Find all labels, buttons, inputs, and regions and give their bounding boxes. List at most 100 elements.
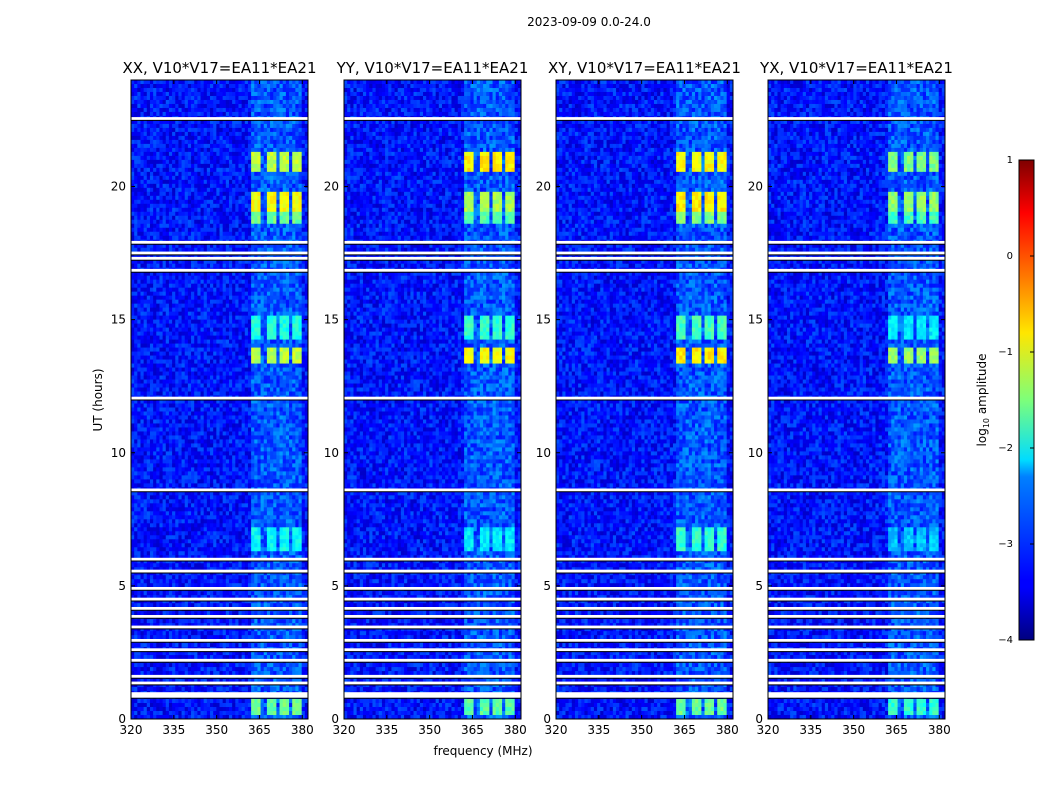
heatmap-cell xyxy=(168,223,173,229)
heatmap-cell xyxy=(273,80,277,85)
heatmap-cell xyxy=(216,287,220,293)
heatmap-cell xyxy=(232,203,236,209)
heatmap-cell xyxy=(159,171,164,177)
heatmap-cell xyxy=(289,135,293,141)
heatmap-cell xyxy=(304,279,309,285)
heatmap-cell xyxy=(194,399,198,404)
heatmap-cell xyxy=(143,303,148,309)
heatmap-cell xyxy=(232,323,236,329)
heatmap-cell xyxy=(285,191,290,197)
heatmap-cell xyxy=(298,431,303,436)
heatmap-cell xyxy=(238,155,243,161)
heatmap-cell xyxy=(213,187,217,193)
heatmap-cell xyxy=(165,311,170,317)
heatmap-cell xyxy=(140,155,145,161)
heatmap-cell xyxy=(200,175,205,181)
heatmap-cell xyxy=(197,199,201,205)
heatmap-cell xyxy=(168,351,173,356)
heatmap-cell xyxy=(206,231,211,237)
heatmap-cell xyxy=(149,95,154,101)
heatmap-cell xyxy=(210,203,214,209)
heatmap-cell xyxy=(247,423,252,428)
heatmap-cell xyxy=(187,243,192,249)
heatmap-cell xyxy=(213,171,217,177)
heatmap-cell xyxy=(266,419,271,424)
heatmap-cell xyxy=(282,327,287,332)
heatmap-cell xyxy=(301,283,306,289)
heatmap-cell xyxy=(194,199,198,205)
heatmap-cell xyxy=(232,171,236,177)
heatmap-cell xyxy=(216,347,220,352)
heatmap-cell xyxy=(298,331,303,336)
heatmap-cell xyxy=(197,195,201,201)
heatmap-cell xyxy=(197,407,201,412)
heatmap-cell xyxy=(181,375,186,380)
heatmap-cell xyxy=(165,91,170,97)
heatmap-cell xyxy=(228,99,233,105)
heatmap-cell xyxy=(266,147,271,153)
heatmap-cell xyxy=(263,299,268,305)
heatmap-cell xyxy=(304,111,309,117)
heatmap-cell xyxy=(292,87,296,93)
heatmap-cell xyxy=(260,263,265,269)
heatmap-cell xyxy=(210,403,214,408)
heatmap-cell xyxy=(206,271,211,277)
heatmap-cell xyxy=(156,275,160,281)
heatmap-cell xyxy=(263,287,268,293)
heatmap-cell xyxy=(149,227,154,233)
heatmap-cell xyxy=(282,127,287,133)
heatmap-cell xyxy=(131,431,135,436)
heatmap-cell xyxy=(244,107,249,113)
heatmap-cell xyxy=(247,383,252,388)
heatmap-cell xyxy=(143,139,148,145)
heatmap-cell xyxy=(241,359,246,364)
heatmap-cell xyxy=(162,179,167,185)
heatmap-cell xyxy=(181,183,186,189)
heatmap-cell xyxy=(301,83,306,89)
heatmap-cell xyxy=(295,331,299,336)
heatmap-cell xyxy=(131,363,135,368)
heatmap-cell xyxy=(276,419,280,424)
heatmap-cell xyxy=(222,271,227,277)
heatmap-cell xyxy=(159,263,164,269)
heatmap-cell xyxy=(304,303,309,309)
heatmap-cell xyxy=(140,315,145,321)
heatmap-cell xyxy=(282,431,287,436)
heatmap-cell xyxy=(244,135,249,141)
heatmap-cell xyxy=(203,279,208,285)
heatmap-cell xyxy=(131,227,135,233)
heatmap-cell xyxy=(153,99,157,105)
heatmap-cell xyxy=(165,327,170,332)
heatmap-cell xyxy=(200,303,205,309)
heatmap-cell xyxy=(203,319,208,325)
heatmap-cell xyxy=(149,247,154,253)
heatmap-cell xyxy=(292,299,296,305)
heatmap-cell xyxy=(301,371,306,376)
heatmap-cell xyxy=(251,203,255,209)
heatmap-cell xyxy=(172,355,176,360)
heatmap-cell xyxy=(285,95,290,101)
heatmap-cell xyxy=(200,367,205,372)
heatmap-cell xyxy=(153,303,157,309)
heatmap-cell xyxy=(200,431,205,436)
heatmap-cell xyxy=(266,407,271,412)
heatmap-cell xyxy=(137,195,141,201)
heatmap-cell xyxy=(279,203,284,209)
heatmap-cell xyxy=(194,431,198,436)
heatmap-cell xyxy=(156,227,160,233)
heatmap-cell xyxy=(228,323,233,329)
heatmap-cell xyxy=(159,231,164,237)
heatmap-cell xyxy=(222,383,227,388)
heatmap-cell xyxy=(263,279,268,285)
heatmap-cell xyxy=(238,355,243,360)
heatmap-cell xyxy=(225,379,230,384)
heatmap-cell xyxy=(187,179,192,185)
heatmap-cell xyxy=(156,155,160,161)
heatmap-cell xyxy=(149,399,154,404)
heatmap-cell xyxy=(244,295,249,301)
heatmap-cell xyxy=(225,151,230,157)
heatmap-cell xyxy=(178,215,182,221)
heatmap-cell xyxy=(200,323,205,329)
heatmap-cell xyxy=(225,315,230,321)
heatmap-cell xyxy=(213,119,217,125)
